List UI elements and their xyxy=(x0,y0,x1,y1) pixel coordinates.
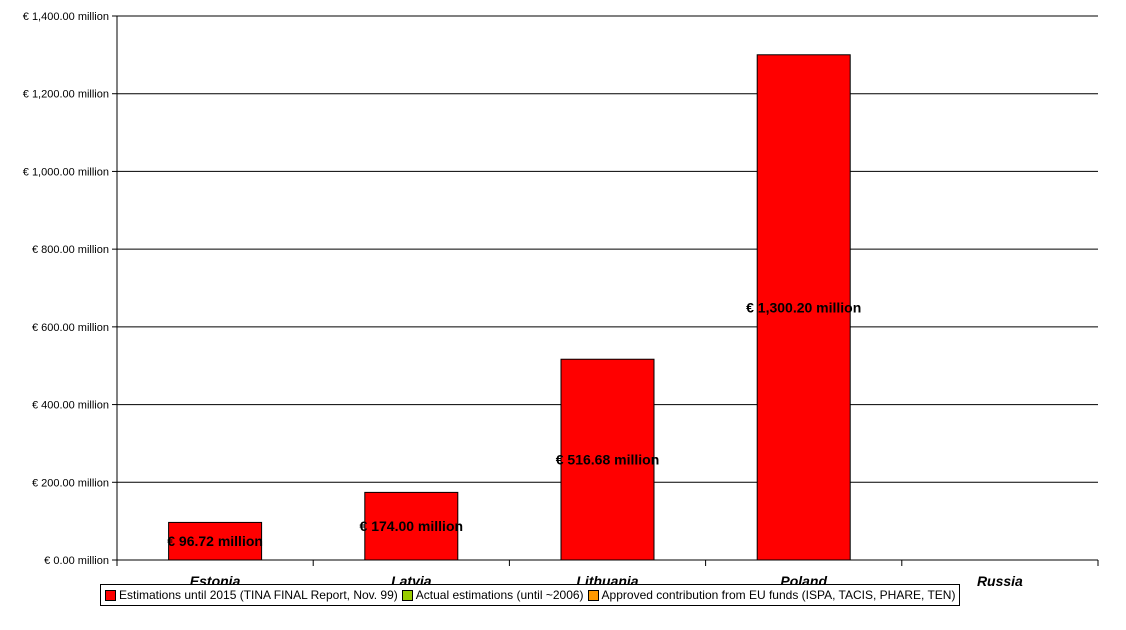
data-label-poland: € 1,300.20 million xyxy=(746,299,861,315)
bar-latvia xyxy=(364,491,459,561)
axes xyxy=(116,16,1098,561)
legend-swatch-eu-contribution xyxy=(587,589,599,601)
y-tick-label-600: € 600.00 million xyxy=(32,322,109,334)
data-label-lithuania: € 516.68 million xyxy=(556,452,660,468)
y-axis-ticks: € 0.00 million € 200.00 million € 400.00 m… xyxy=(23,11,117,567)
legend-label-eu-contribution: Approved contribution from EU funds (ISP… xyxy=(601,588,956,602)
legend-item-estimations-2015: Estimations until 2015 (TINA FINAL Repor… xyxy=(105,588,398,602)
legend: Estimations until 2015 (TINA FINAL Repor… xyxy=(100,584,961,606)
data-labels: € 96.72 million € 174.00 million € 516.68 … xyxy=(167,299,861,549)
y-tick-label-0: € 0.00 million xyxy=(44,555,109,567)
gridlines xyxy=(117,15,1098,483)
legend-label-estimations-2015: Estimations until 2015 (TINA FINAL Repor… xyxy=(119,588,398,602)
legend-item-eu-contribution: Approved contribution from EU funds (ISP… xyxy=(587,588,956,602)
data-label-latvia: € 174.00 million xyxy=(360,518,464,534)
y-tick-label-800: € 800.00 million xyxy=(32,244,109,256)
bar-lithuania xyxy=(560,358,655,561)
bars xyxy=(168,54,851,561)
y-tick-label-400: € 400.00 million xyxy=(32,400,109,412)
bar-estonia xyxy=(168,521,263,561)
y-tick-label-1400: € 1,400.00 million xyxy=(23,11,109,23)
legend-swatch-actual-estimations xyxy=(401,589,413,601)
legend-swatch-estimations-2015 xyxy=(105,589,116,601)
legend-item-actual-estimations: Actual estimations (until ~2006) xyxy=(401,588,584,602)
bar-poland xyxy=(756,54,851,561)
y-tick-label-1200: € 1,200.00 million xyxy=(23,89,109,101)
legend-label-actual-estimations: Actual estimations (until ~2006) xyxy=(415,588,584,602)
y-tick-label-1000: € 1,000.00 million xyxy=(23,166,109,178)
y-tick-label-200: € 200.00 million xyxy=(32,477,109,489)
data-label-estonia: € 96.72 million xyxy=(167,533,263,549)
x-tick-label-russia: Russia xyxy=(977,573,1023,589)
